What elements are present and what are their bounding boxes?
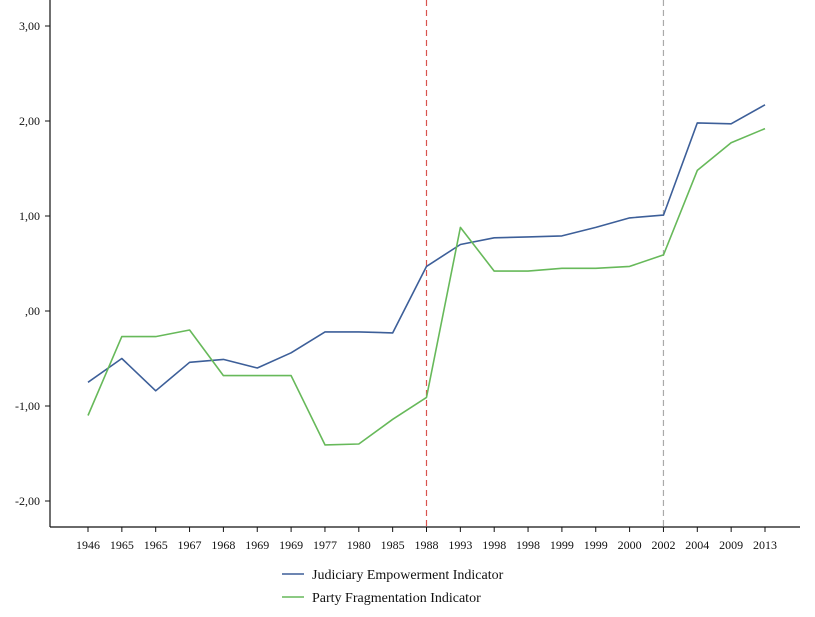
y-tick-label: 1,00 (19, 209, 40, 223)
axes: -2,00 -1,00 ,00 1,00 2,00 3,00 1946 1965 1965 196… (15, 0, 800, 552)
x-tick-label: 1965 (144, 538, 168, 552)
legend-label-0: Judiciary Empowerment Indicator (312, 568, 504, 583)
x-tick-label: 1999 (584, 538, 608, 552)
x-tick-label: 1988 (415, 538, 439, 552)
legend-label-1: Party Fragmentation Indicator (312, 591, 481, 606)
x-tick-label: 2004 (685, 538, 709, 552)
x-tick-label: 1969 (279, 538, 303, 552)
x-tick-label: 1969 (245, 538, 269, 552)
series-line-1 (87, 127, 766, 446)
x-tick-label: 1965 (110, 538, 134, 552)
x-tick-label: 1967 (178, 538, 202, 552)
x-tick-label: 2002 (651, 538, 675, 552)
series-line-0 (87, 104, 766, 392)
y-tick-label: ,00 (25, 304, 40, 318)
x-tick-label: 1968 (211, 538, 235, 552)
x-tick-label: 2009 (719, 538, 743, 552)
reference-lines (425, 0, 665, 527)
x-tick-label: 2000 (618, 538, 642, 552)
y-tick-label: 3,00 (19, 19, 40, 33)
x-tick-label: 1998 (482, 538, 506, 552)
x-tick-label: 1980 (347, 538, 371, 552)
x-tick-label: 2013 (753, 538, 777, 552)
x-tick-label: 1977 (313, 538, 337, 552)
x-tick-label: 1993 (448, 538, 472, 552)
y-tick-label: -2,00 (15, 494, 40, 508)
y-tick-label: -1,00 (15, 399, 40, 413)
x-tick-label: 1998 (516, 538, 540, 552)
y-tick-label: 2,00 (19, 114, 40, 128)
x-tick-label: 1985 (381, 538, 405, 552)
legend: Judiciary Empowerment Indicator Party Fra… (282, 568, 504, 606)
series-lines (87, 104, 766, 446)
x-tick-label: 1946 (76, 538, 100, 552)
x-tick-label: 1999 (550, 538, 574, 552)
